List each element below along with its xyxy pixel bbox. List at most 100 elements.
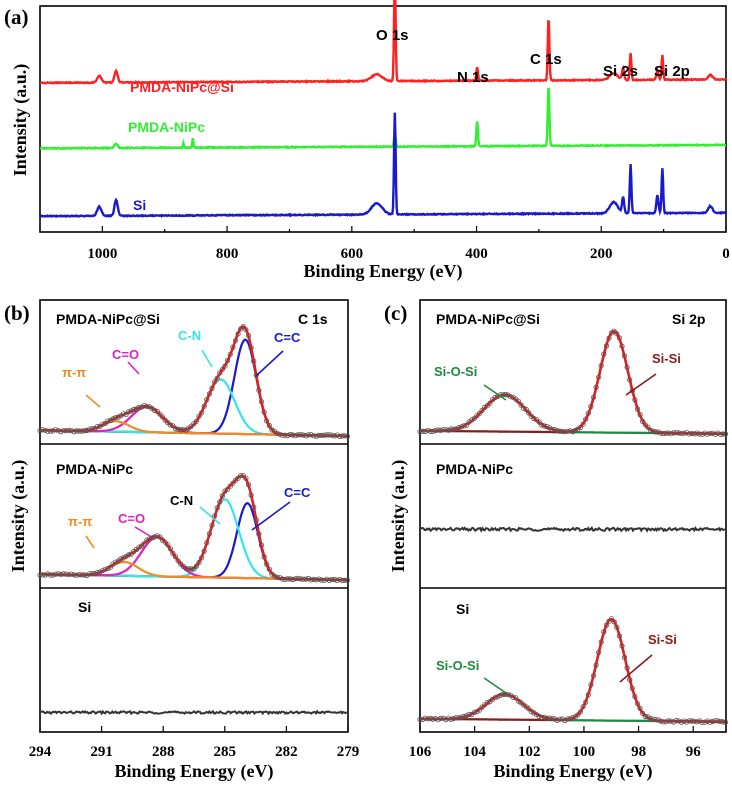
raw-data-point — [696, 431, 703, 437]
raw-data-point — [722, 431, 729, 437]
raw-data-point — [425, 716, 431, 722]
raw-data-point — [251, 358, 257, 364]
raw-data-point — [451, 426, 457, 432]
panel-b-bottom-sample: Si — [78, 599, 91, 615]
raw-data-point — [585, 410, 591, 416]
raw-data-point — [689, 430, 695, 437]
raw-data-point — [603, 622, 610, 628]
raw-data-point — [37, 428, 43, 434]
raw-data-point — [290, 432, 296, 438]
raw-data-point — [94, 569, 100, 576]
raw-data-point — [515, 398, 522, 404]
raw-data-point — [214, 505, 220, 511]
raw-data-point — [526, 705, 532, 712]
raw-data-point — [73, 428, 80, 434]
panel-c-xlabel: Binding Energy (eV) — [493, 761, 652, 782]
raw-data-point — [663, 430, 669, 436]
raw-data-point — [438, 427, 444, 433]
raw-data-point — [474, 708, 480, 715]
raw-data-point — [715, 430, 721, 436]
arrow-pipi-mid — [85, 535, 95, 549]
raw-data-point — [634, 406, 641, 412]
raw-data-point — [551, 426, 558, 433]
panel-b-spectra — [37, 323, 351, 716]
raw-data-point — [60, 428, 67, 434]
raw-data-point — [637, 411, 643, 418]
raw-data-point — [162, 539, 168, 545]
raw-data-point — [647, 715, 654, 721]
raw-data-point — [50, 572, 56, 578]
raw-data-point — [507, 394, 514, 400]
raw-data-point — [593, 662, 599, 668]
raw-data-point — [126, 552, 132, 558]
raw-data-point — [461, 423, 467, 429]
raw-data-point — [601, 351, 607, 357]
raw-data-point — [709, 430, 716, 436]
raw-data-point — [253, 517, 259, 523]
raw-data-point — [261, 409, 267, 415]
raw-data-point — [206, 531, 212, 537]
raw-data-point — [686, 718, 692, 724]
raw-data-point — [684, 429, 690, 436]
panel-a-xtick-label: 1000 — [87, 246, 117, 262]
raw-data-point — [123, 553, 129, 559]
raw-data-point — [709, 718, 716, 725]
raw-data-point — [694, 430, 700, 436]
raw-data-point — [463, 422, 470, 428]
raw-data-point — [451, 715, 457, 722]
raw-data-point — [585, 692, 591, 698]
raw-data-point — [430, 428, 436, 434]
raw-data-point — [337, 433, 343, 439]
raw-data-point — [484, 699, 490, 706]
panel-a: (a) 1000 800 600 400 200 0 PMDA-NiPc@Si PMDA-… — [4, 0, 730, 282]
raw-data-point — [590, 673, 597, 679]
raw-data-point — [334, 577, 340, 584]
raw-data-point — [608, 330, 615, 336]
raw-data-point — [258, 542, 265, 548]
raw-data-point — [68, 571, 74, 577]
raw-data-point — [715, 718, 721, 724]
raw-data-point — [458, 714, 464, 720]
panel-c-mid-sample: PMDA-NiPc — [436, 461, 513, 477]
raw-data-point — [632, 693, 638, 700]
raw-data-point — [453, 426, 459, 432]
raw-data-point — [647, 427, 654, 433]
raw-data-point — [660, 719, 667, 725]
raw-data-point — [634, 701, 641, 707]
raw-data-point — [660, 430, 667, 437]
raw-data-point — [105, 418, 111, 424]
raw-data-point — [313, 577, 319, 583]
raw-data-point — [562, 429, 568, 435]
raw-data-point — [230, 344, 236, 350]
raw-data-point — [324, 432, 330, 438]
raw-data-point — [300, 432, 306, 438]
raw-data-point — [658, 430, 664, 436]
raw-data-points — [37, 472, 351, 584]
raw-data-point — [326, 577, 332, 583]
raw-data-point — [258, 399, 265, 405]
raw-data-point — [154, 408, 160, 414]
raw-data-point — [209, 522, 215, 528]
raw-data-point — [193, 563, 199, 569]
raw-data-point — [515, 698, 522, 704]
raw-data-point — [640, 710, 646, 716]
raw-data-point — [157, 411, 163, 417]
raw-data-point — [611, 619, 617, 625]
raw-data-point — [84, 427, 90, 434]
raw-data-point — [120, 411, 127, 417]
raw-data-point — [544, 715, 550, 721]
raw-data-point — [141, 541, 147, 547]
raw-data-point — [564, 716, 571, 722]
raw-data-point — [175, 426, 181, 432]
raw-data-point — [681, 430, 687, 436]
raw-data-point — [337, 576, 343, 582]
raw-data-point — [251, 504, 257, 510]
raw-data-point — [248, 492, 254, 498]
panel-a-xlabel: Binding Energy (eV) — [303, 261, 462, 282]
raw-data-point — [575, 426, 581, 432]
raw-data-point — [79, 572, 85, 578]
raw-data-point — [264, 561, 270, 567]
raw-data-point — [39, 572, 46, 578]
raw-data-point — [219, 493, 225, 499]
raw-data-point — [668, 718, 674, 724]
